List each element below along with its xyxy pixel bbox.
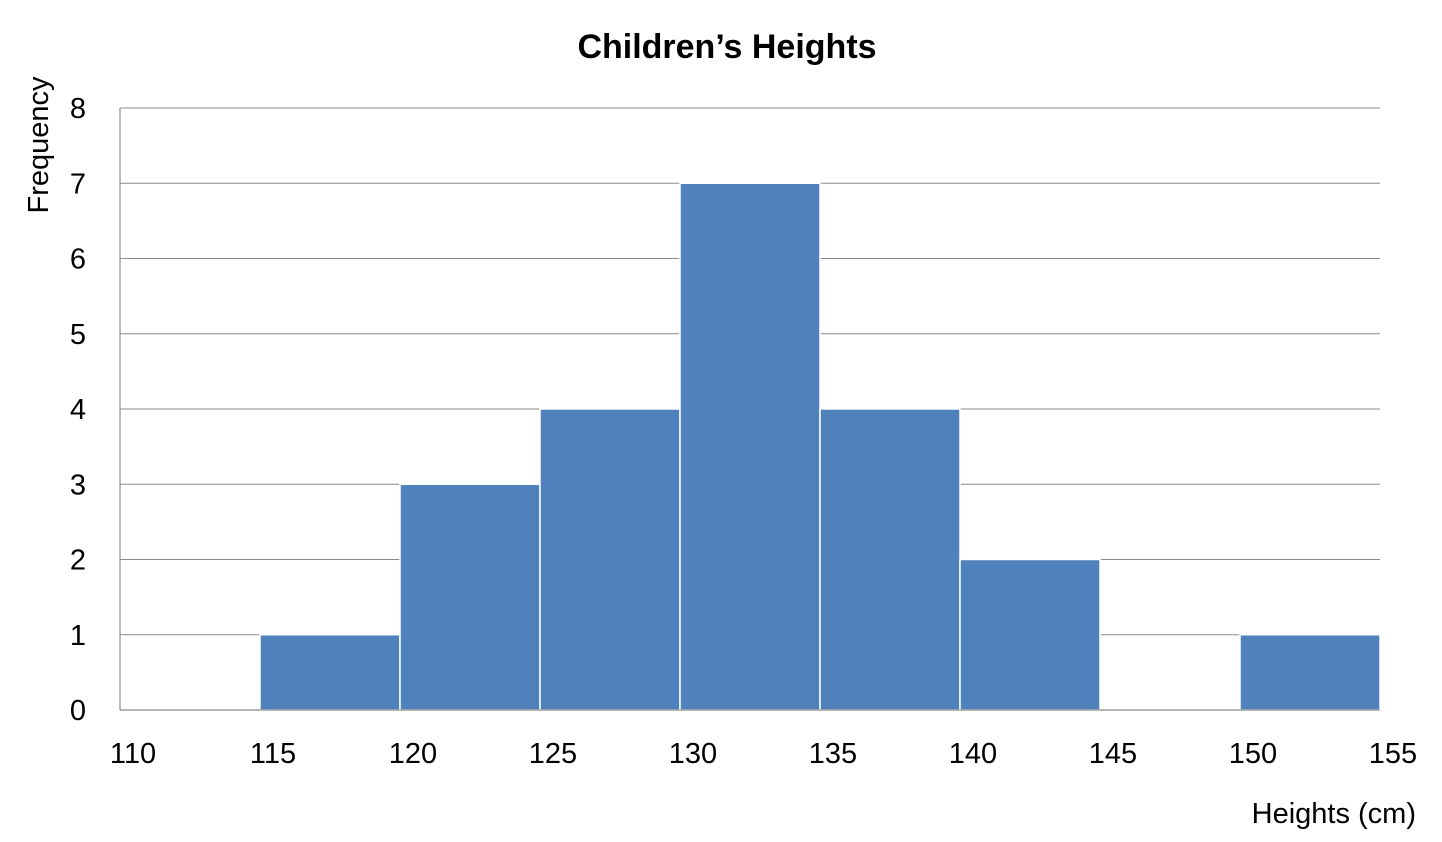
x-tick-label: 145: [1089, 738, 1137, 770]
x-tick-labels: 110 115 120 125 130 135 140 145 150 155: [110, 738, 1417, 770]
x-tick-label: 155: [1369, 738, 1417, 770]
bar-115-120: [259, 634, 401, 711]
bars: [259, 182, 1381, 711]
x-tick-label: 150: [1229, 738, 1277, 770]
y-tick-label: 0: [70, 695, 86, 727]
chart-title: Children’s Heights: [577, 28, 876, 66]
bar-125-130: [539, 408, 681, 711]
bar-120-125: [399, 483, 541, 711]
bar-130-135: [679, 182, 821, 711]
y-axis-label: Frequency: [23, 76, 55, 214]
bar-150-155: [1239, 634, 1381, 711]
y-tick-label: 7: [70, 168, 86, 200]
y-tick-label: 1: [70, 620, 86, 652]
x-tick-label: 120: [389, 738, 437, 770]
axes: [119, 108, 1380, 711]
x-axis-label: Heights (cm): [1252, 798, 1416, 830]
x-tick-label: 125: [529, 738, 577, 770]
x-tick-label: 130: [669, 738, 717, 770]
y-tick-label: 5: [70, 319, 86, 351]
y-tick-labels: 0 1 2 3 4 5 6 7 8: [70, 93, 86, 727]
y-tick-label: 4: [70, 394, 86, 426]
y-tick-label: 2: [70, 545, 86, 577]
x-tick-label: 110: [110, 738, 156, 770]
x-tick-label: 135: [809, 738, 857, 770]
y-tick-label: 6: [70, 244, 86, 276]
x-tick-label: 140: [949, 738, 997, 770]
bar-135-140: [819, 408, 961, 711]
x-tick-label: 115: [250, 738, 296, 770]
y-tick-label: 8: [70, 93, 86, 125]
bar-140-145: [959, 558, 1101, 711]
y-tick-label: 3: [70, 469, 86, 501]
